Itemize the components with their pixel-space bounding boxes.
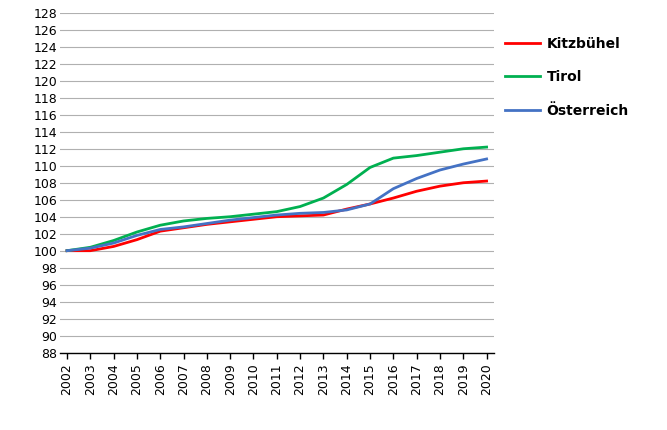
Österreich [133,233,141,238]
Österreich [156,227,164,232]
Österreich [249,215,257,220]
Tirol [343,182,351,187]
Kitzbühel [413,189,421,194]
Tirol [63,248,71,253]
Kitzbühel [366,201,374,206]
Österreich [413,176,421,181]
Line: Tirol: Tirol [67,147,487,251]
Österreich [109,240,117,246]
Österreich [319,210,327,215]
Österreich [343,207,351,212]
Tirol [133,230,141,235]
Österreich [273,212,281,218]
Österreich [203,221,211,226]
Österreich [366,201,374,206]
Tirol [390,156,398,161]
Tirol [319,196,327,201]
Kitzbühel [319,212,327,218]
Österreich [460,162,468,167]
Tirol [156,223,164,228]
Line: Österreich: Österreich [67,159,487,251]
Tirol [296,204,304,209]
Tirol [483,144,491,150]
Kitzbühel [483,178,491,184]
Tirol [226,214,234,219]
Tirol [203,216,211,221]
Kitzbühel [296,213,304,218]
Kitzbühel [343,206,351,212]
Kitzbühel [133,237,141,242]
Kitzbühel [86,248,94,253]
Tirol [460,146,468,151]
Österreich [436,167,444,172]
Kitzbühel [390,196,398,201]
Kitzbühel [436,184,444,189]
Tirol [413,153,421,158]
Österreich [296,211,304,216]
Tirol [273,209,281,214]
Kitzbühel [249,217,257,222]
Kitzbühel [109,244,117,249]
Österreich [179,224,187,230]
Österreich [226,218,234,223]
Kitzbühel [460,180,468,185]
Kitzbühel [226,219,234,224]
Österreich [63,248,71,253]
Österreich [86,246,94,251]
Tirol [109,238,117,243]
Kitzbühel [203,222,211,227]
Österreich [390,186,398,191]
Line: Kitzbühel: Kitzbühel [67,181,487,251]
Tirol [249,212,257,217]
Kitzbühel [156,229,164,234]
Tirol [86,245,94,250]
Tirol [436,150,444,155]
Tirol [366,165,374,170]
Kitzbühel [63,248,71,253]
Kitzbühel [273,214,281,219]
Tirol [179,218,187,224]
Österreich [483,157,491,162]
Legend: Kitzbühel, Tirol, Österreich: Kitzbühel, Tirol, Österreich [505,37,629,118]
Kitzbühel [179,225,187,230]
